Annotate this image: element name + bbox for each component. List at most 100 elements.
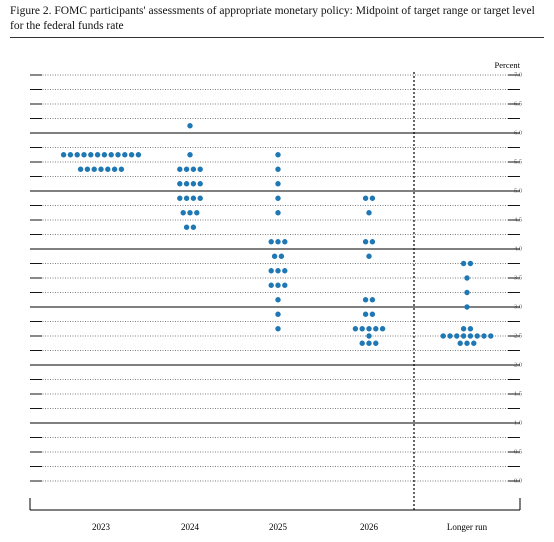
dot: [271, 253, 278, 259]
dot: [467, 333, 474, 339]
dot: [275, 326, 281, 332]
dot: [94, 152, 101, 158]
dot: [464, 289, 470, 296]
dot: [464, 340, 470, 346]
dot: [282, 268, 288, 274]
dot: [282, 239, 288, 245]
dot: [122, 152, 128, 158]
y-axis-label: Percent: [495, 60, 521, 70]
dot: [373, 326, 379, 332]
dot: [135, 152, 142, 158]
dot: [118, 166, 125, 172]
dot: [454, 333, 460, 339]
dot: [359, 326, 365, 332]
dot: [268, 268, 274, 274]
dot: [275, 282, 281, 288]
dot: [67, 152, 74, 158]
dot: [369, 239, 376, 245]
dot: [471, 340, 477, 346]
dot: [481, 333, 487, 339]
x-tick-label: 2023: [92, 522, 111, 532]
x-tick-label: Longer run: [447, 522, 488, 532]
dot: [187, 152, 193, 158]
dot: [373, 340, 379, 346]
dot: [275, 268, 281, 274]
dot: [275, 311, 281, 317]
x-tick-label: 2025: [269, 522, 288, 532]
dot: [177, 195, 183, 201]
dot: [352, 326, 359, 332]
dot: [282, 282, 288, 288]
dot: [362, 297, 369, 303]
dot: [275, 181, 281, 187]
dot: [447, 333, 453, 339]
dot: [190, 224, 197, 230]
dot: [467, 326, 474, 332]
dot: [180, 210, 186, 216]
dot: [98, 166, 104, 172]
dot: [187, 123, 193, 129]
dot: [460, 260, 467, 267]
dot: [359, 340, 365, 346]
x-tick-label: 2026: [360, 522, 379, 532]
dot: [187, 210, 193, 216]
dot: [460, 326, 467, 332]
dot: [190, 166, 197, 172]
dot: [88, 152, 94, 158]
x-tick-label: 2024: [181, 522, 200, 532]
dot: [194, 210, 200, 216]
dot: [467, 260, 474, 267]
dot: [464, 304, 470, 310]
dot: [362, 195, 369, 201]
dot: [101, 152, 108, 158]
dot: [128, 152, 135, 158]
dot: [91, 166, 97, 172]
dot: [474, 333, 480, 339]
dot: [369, 311, 376, 317]
dot: [190, 195, 197, 201]
dot: [177, 166, 183, 172]
dot: [369, 195, 376, 201]
dot: [457, 340, 463, 346]
dot: [183, 181, 190, 187]
dot: [275, 297, 281, 303]
dot: [183, 195, 190, 201]
dot: [60, 152, 67, 158]
dot: [268, 282, 274, 288]
dot: [115, 152, 121, 158]
dot: [275, 166, 281, 172]
dot: [183, 224, 190, 230]
dot: [366, 210, 372, 216]
dot: [366, 253, 372, 259]
dot: [379, 326, 386, 332]
dot: [362, 311, 369, 317]
dot: [111, 166, 118, 172]
dot: [197, 181, 203, 187]
dot: [275, 210, 281, 216]
dot: [275, 152, 281, 158]
dot: [366, 340, 372, 346]
dot: [108, 152, 114, 158]
dot: [366, 333, 372, 339]
dot: [362, 239, 369, 245]
dot: [268, 239, 274, 245]
dot: [464, 275, 470, 281]
dot: [197, 166, 203, 172]
dot: [74, 152, 80, 158]
dot: [197, 195, 203, 201]
dot: [81, 152, 87, 158]
dot: [278, 253, 285, 259]
dot: [440, 333, 446, 339]
dot: [488, 333, 494, 339]
dot: [105, 166, 111, 172]
chart-title: Figure 2. FOMC participants' assessments…: [10, 4, 544, 38]
dot: [460, 333, 467, 339]
dot: [84, 166, 91, 172]
dot: [177, 181, 183, 187]
dot: [77, 166, 84, 172]
dot: [366, 326, 372, 332]
dot: [190, 181, 197, 187]
dot: [275, 239, 281, 245]
